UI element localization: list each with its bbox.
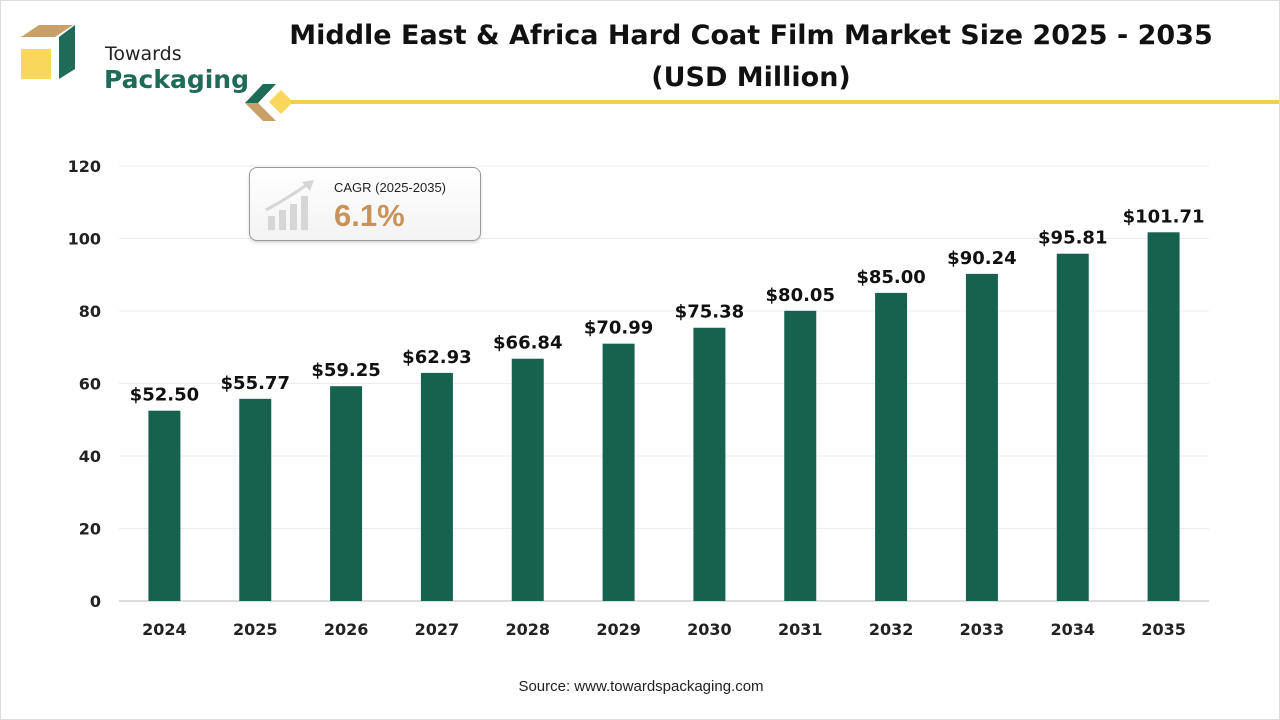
x-tick-label: 2027 <box>415 620 460 639</box>
x-tick-label: 2024 <box>142 620 187 639</box>
bar <box>511 358 544 601</box>
towards-packaging-logo: Towards Packaging <box>19 23 249 94</box>
bar <box>239 398 272 601</box>
data-label: $101.71 <box>1123 206 1205 227</box>
data-label: $95.81 <box>1038 228 1107 249</box>
y-tick-label: 100 <box>68 230 101 249</box>
x-tick-label: 2025 <box>233 620 278 639</box>
y-tick-label: 60 <box>79 375 101 394</box>
x-tick-label: 2033 <box>960 620 1005 639</box>
title-line-2: (USD Million) <box>651 62 851 93</box>
bar <box>420 372 453 601</box>
bar <box>602 343 635 601</box>
box-logo-icon <box>21 25 75 79</box>
bar <box>1056 253 1089 601</box>
x-tick-label: 2031 <box>778 620 823 639</box>
growth-bar-chart-icon <box>265 180 314 230</box>
data-label: $59.25 <box>311 360 380 381</box>
x-tick-label: 2034 <box>1050 620 1095 639</box>
data-label: $80.05 <box>766 285 835 306</box>
title-line-1: Middle East & Africa Hard Coat Film Mark… <box>289 20 1213 51</box>
data-label: $66.84 <box>493 333 562 354</box>
data-label: $75.38 <box>675 302 744 323</box>
logo-text-top: Towards <box>105 43 182 65</box>
x-tick-label: 2026 <box>324 620 369 639</box>
y-tick-label: 80 <box>79 302 101 321</box>
x-tick-label: 2035 <box>1141 620 1186 639</box>
data-label: $90.24 <box>947 248 1016 269</box>
cagr-label: CAGR (2025-2035) <box>334 180 446 195</box>
y-tick-label: 20 <box>79 520 101 539</box>
bar <box>1147 232 1180 601</box>
data-label: $55.77 <box>221 373 290 394</box>
data-label: $85.00 <box>856 267 925 288</box>
x-tick-label: 2028 <box>505 620 550 639</box>
bar <box>965 273 998 601</box>
y-tick-label: 120 <box>68 157 101 176</box>
data-label: $70.99 <box>584 318 653 339</box>
y-tick-label: 40 <box>79 447 101 466</box>
bar <box>330 386 363 601</box>
bar <box>875 292 908 601</box>
y-tick-label: 0 <box>90 592 101 611</box>
bar <box>693 327 726 601</box>
cagr-value: 6.1% <box>334 198 405 233</box>
logo-text-bottom: Packaging <box>104 65 249 94</box>
cagr-box: CAGR (2025-2035) 6.1% <box>249 167 481 241</box>
data-label: $62.93 <box>402 347 471 368</box>
x-tick-label: 2032 <box>869 620 914 639</box>
title-decoration <box>245 84 1279 121</box>
bar <box>784 310 817 601</box>
data-label: $52.50 <box>130 385 199 406</box>
chart-title: Middle East & Africa Hard Coat Film Mark… <box>261 15 1241 99</box>
source-note: Source: www.towardspackaging.com <box>518 678 764 695</box>
x-tick-label: 2030 <box>687 620 732 639</box>
x-tick-label: 2029 <box>596 620 641 639</box>
bar <box>148 410 181 601</box>
